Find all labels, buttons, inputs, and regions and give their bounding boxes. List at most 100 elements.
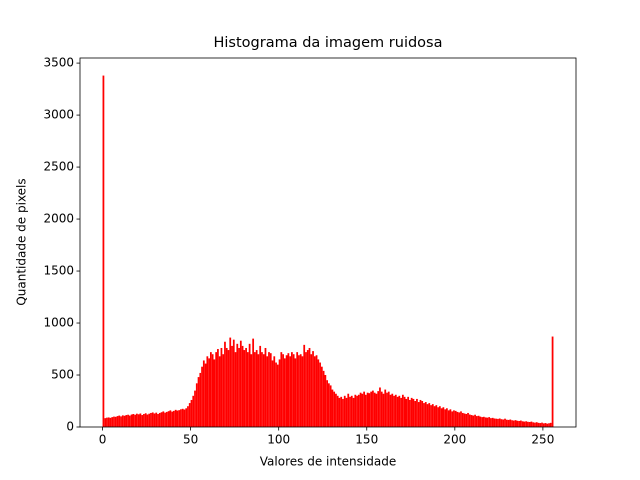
bar (132, 414, 135, 427)
bar (301, 356, 304, 427)
bar (123, 415, 126, 427)
bar (440, 408, 443, 427)
bar (512, 420, 515, 427)
bar (368, 393, 371, 427)
bar (361, 393, 364, 427)
bar (276, 364, 279, 427)
bar (372, 390, 374, 427)
bar (261, 352, 263, 427)
bar (416, 398, 418, 427)
bar (162, 411, 165, 427)
bar (167, 411, 170, 427)
bar (507, 419, 510, 427)
bar (127, 414, 129, 427)
bar (102, 75, 105, 428)
bar (139, 413, 142, 427)
bar (222, 354, 225, 427)
bar (331, 389, 334, 427)
bar (498, 418, 501, 427)
bar (535, 422, 538, 427)
bar (419, 399, 422, 427)
bar (477, 415, 480, 427)
bar (391, 393, 394, 427)
bar (106, 417, 108, 427)
bar (421, 401, 424, 427)
bar (456, 411, 459, 427)
x-tick-label: 50 (183, 433, 198, 447)
bar (245, 347, 247, 427)
bar (264, 347, 267, 427)
bar (370, 391, 373, 427)
bar (195, 383, 198, 427)
bar (257, 354, 260, 427)
bar (298, 355, 300, 427)
bar (241, 345, 244, 427)
bar (444, 409, 447, 427)
bar (491, 417, 494, 427)
bar (475, 416, 478, 427)
bar (280, 352, 283, 427)
bar (527, 421, 529, 427)
bar (377, 391, 380, 427)
bar (153, 413, 156, 427)
bar (493, 418, 496, 427)
bar (403, 396, 406, 427)
bar (202, 360, 205, 427)
bar (266, 356, 269, 427)
bar (345, 397, 348, 427)
bar (239, 340, 242, 427)
bar (328, 383, 330, 427)
bar (234, 352, 237, 427)
bar (299, 354, 302, 427)
bar (350, 395, 353, 427)
bar (484, 417, 487, 427)
bar (468, 414, 471, 427)
bar (542, 423, 545, 427)
bar (431, 404, 434, 427)
bar (169, 410, 172, 427)
bar (414, 401, 417, 427)
y-tick-label: 500 (51, 368, 74, 382)
bar (463, 413, 466, 427)
bar (310, 354, 313, 427)
bar (544, 423, 547, 427)
bar (519, 420, 522, 427)
bar (401, 394, 404, 427)
bar (354, 394, 357, 427)
bar (438, 406, 441, 427)
bar (213, 359, 216, 427)
bar (114, 416, 117, 427)
bar (398, 395, 401, 427)
bar (523, 421, 526, 427)
bar (417, 402, 420, 427)
bar (516, 420, 519, 427)
bar (208, 358, 210, 427)
bar (271, 360, 274, 427)
bar (183, 409, 186, 427)
bar (410, 397, 413, 427)
bar (289, 356, 292, 427)
bar (246, 352, 249, 427)
bar (187, 406, 189, 427)
bar (157, 414, 159, 427)
bar (386, 392, 388, 427)
bar (278, 359, 281, 427)
bar (231, 345, 233, 427)
bar (173, 410, 175, 427)
bar (396, 396, 399, 427)
bar (209, 352, 212, 427)
bar (446, 408, 448, 427)
bar (525, 421, 528, 427)
bar (150, 412, 152, 427)
bar (188, 403, 191, 427)
y-tick-label: 1500 (43, 264, 74, 278)
bar (514, 420, 517, 427)
bar (229, 337, 232, 427)
bar (308, 347, 311, 427)
bar (356, 395, 358, 427)
bar (500, 419, 503, 427)
bar (248, 343, 251, 427)
bar (120, 416, 122, 427)
bar (128, 415, 131, 427)
bar (113, 416, 115, 427)
